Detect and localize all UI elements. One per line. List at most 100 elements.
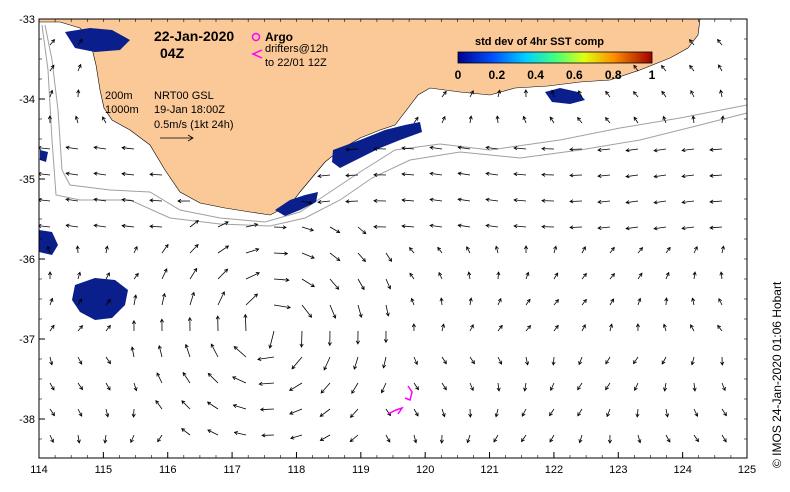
current-arrow [497,324,503,332]
current-arrow [75,245,80,254]
current-arrow [121,223,135,228]
current-arrow [401,198,415,203]
current-arrow [467,271,472,280]
current-arrow [553,324,559,332]
current-arrow [133,245,138,254]
current-arrow [581,324,586,332]
current-arrow [217,291,225,306]
current-arrow [319,408,331,417]
product-time: 19-Jan 18:00Z [154,104,225,116]
current-arrow [373,172,387,177]
current-arrow [46,245,51,254]
current-arrow [411,323,416,332]
current-arrow [48,271,53,280]
current-arrow [709,199,723,204]
current-arrow [232,404,247,410]
current-arrow [457,197,471,202]
current-arrow [681,148,695,153]
current-arrow [182,371,191,384]
current-arrow [258,381,275,386]
current-arrow [105,272,110,280]
current-arrow [653,174,667,179]
y-tick-label: -35 [19,174,35,186]
current-arrow [290,434,303,440]
current-arrow [496,382,501,392]
sst-patch-west-edge [39,230,58,255]
current-arrow [525,271,530,280]
current-arrow [159,318,164,332]
current-arrow [717,324,723,332]
drifter-track-1 [404,385,413,402]
current-arrow [289,408,303,415]
current-arrow [637,247,644,254]
x-tick-label: 119 [352,464,370,476]
current-arrow [245,293,259,306]
isobath-200m [44,24,747,223]
colorbar-tick-label: 0.4 [527,68,544,82]
current-arrow [469,90,474,98]
current-arrow [597,173,611,178]
current-arrow [541,146,555,151]
current-arrow [299,330,304,348]
current-arrow [493,434,499,443]
current-arrow [121,145,135,150]
current-arrow [133,382,138,392]
current-arrow [413,382,419,391]
current-arrow [637,297,642,306]
current-arrow [77,324,84,332]
current-arrow [189,291,195,306]
land-mass [39,19,701,216]
colorbar-tick-label: 0.8 [605,68,622,82]
current-arrow [653,226,667,231]
current-arrow [632,91,639,98]
current-arrow [637,434,642,444]
current-arrow [353,356,359,370]
y-tick-label: -33 [19,14,35,26]
current-arrow [345,199,359,204]
current-arrow [577,382,583,391]
current-arrow [329,252,341,262]
current-arrow [210,343,219,358]
current-arrow [719,89,724,98]
current-arrow [357,278,365,291]
current-arrow [373,146,387,151]
drifter-legend-icon [251,49,263,59]
current-arrow [457,171,471,176]
current-arrow [605,356,611,365]
current-arrow [485,145,499,150]
current-arrow [373,198,387,203]
current-arrow [76,89,81,98]
current-arrow [49,382,55,391]
current-arrow [133,272,139,280]
current-arrow [77,38,83,46]
current-arrow [65,145,79,150]
current-arrow [605,116,611,124]
current-arrow [156,372,163,384]
current-arrow [189,220,199,228]
current-arrow [401,224,415,229]
current-arrow [39,145,51,151]
current-arrow [466,434,471,444]
y-tick-label: -37 [19,334,35,346]
current-arrow [408,247,415,254]
current-arrow [569,173,583,178]
current-arrow [289,382,303,391]
current-arrow [525,298,531,306]
current-arrow [245,272,261,280]
x-tick-label: 116 [159,464,177,476]
current-arrow [495,115,500,124]
current-arrow [77,63,82,72]
current-arrow [231,376,247,384]
map-hour: 04Z [160,45,185,61]
isobath-1000m [41,24,747,227]
current-arrow [49,356,54,366]
current-arrow [438,271,443,280]
current-arrow [357,252,366,263]
current-arrow [497,356,503,365]
current-arrow [578,356,583,366]
current-arrow [382,356,387,369]
current-arrow [149,224,163,229]
current-arrow [320,382,331,394]
current-arrow [301,200,313,205]
current-arrow [457,145,471,150]
